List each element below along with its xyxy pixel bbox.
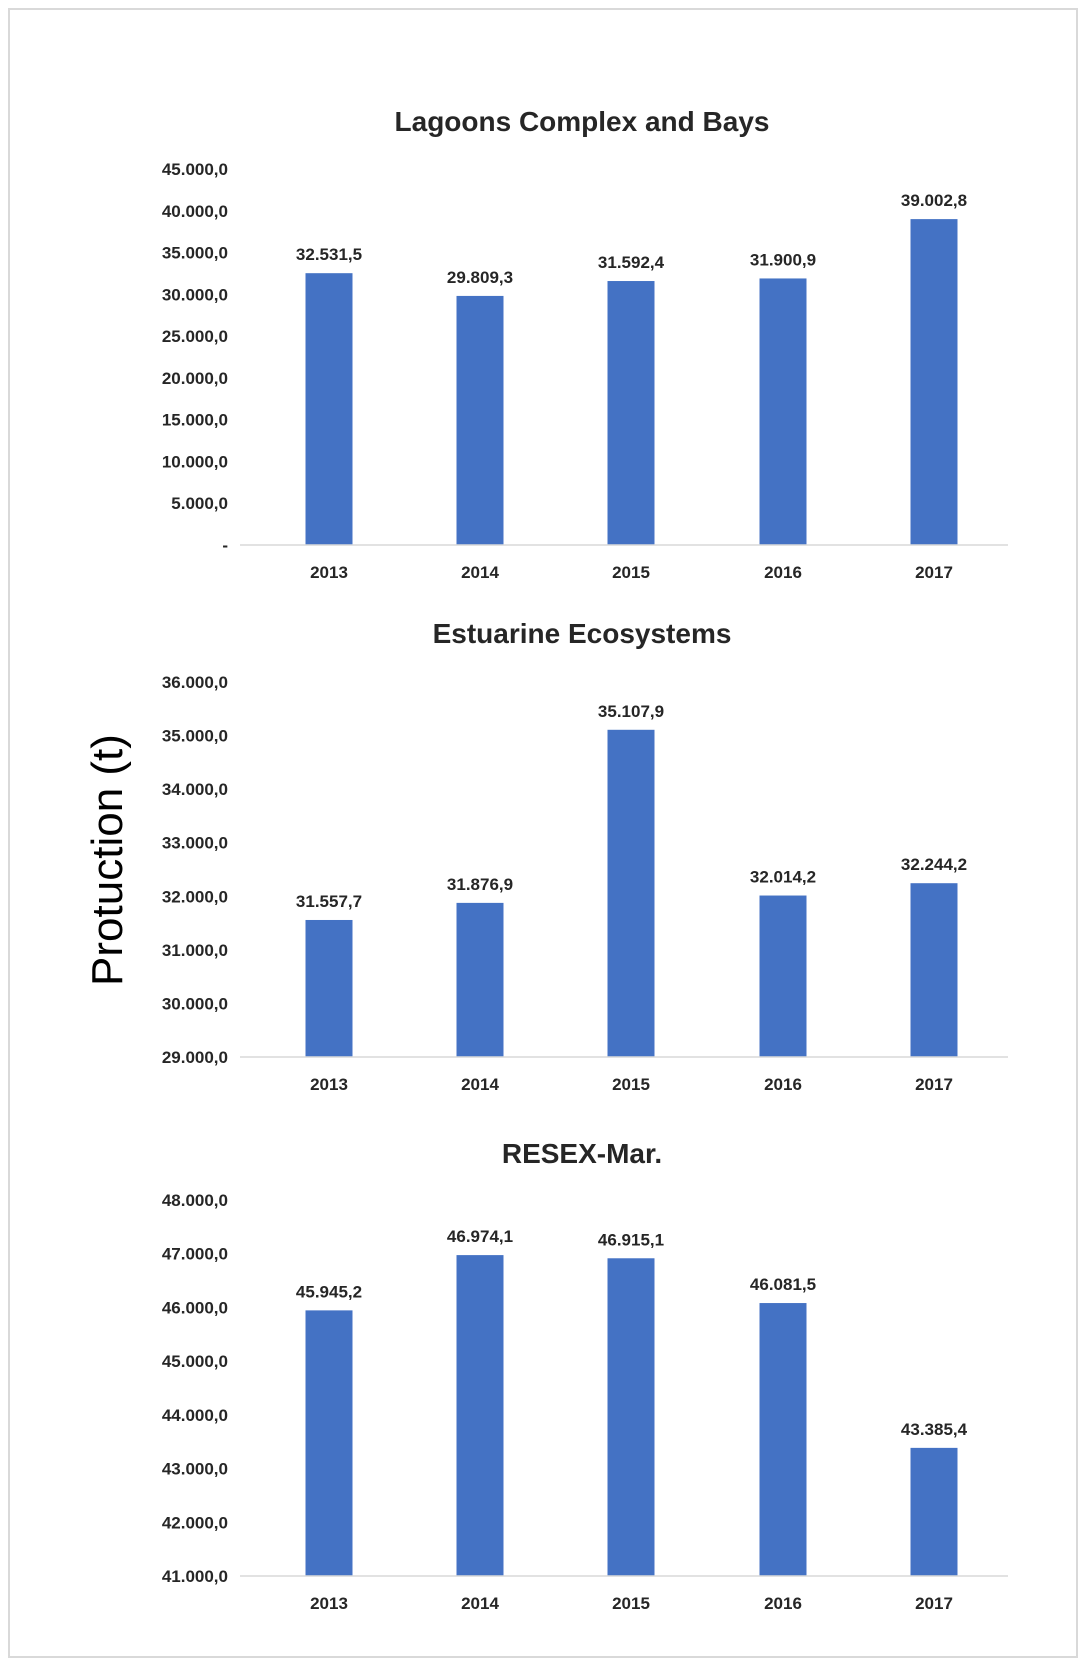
chart-3-y-tick-label: 44.000,0 [162, 1406, 228, 1425]
chart-1-x-tick-label: 2013 [310, 563, 348, 582]
chart-3-x-tick-label: 2015 [612, 1594, 650, 1613]
chart-3-bar-2015 [607, 1258, 655, 1576]
chart-1-y-tick-label: 20.000,0 [162, 369, 228, 388]
chart-2-data-label-2015: 35.107,9 [598, 702, 664, 721]
chart-1-y-tick-label: 25.000,0 [162, 327, 228, 346]
chart-2-data-label-2017: 32.244,2 [901, 855, 967, 874]
chart-3-x-tick-label: 2013 [310, 1594, 348, 1613]
chart-2-bar-2017 [910, 883, 958, 1057]
chart-2-bar-2014 [456, 902, 504, 1057]
chart-1-bar-2015 [607, 281, 655, 545]
chart-2-bar-2016 [759, 895, 807, 1057]
figure-frame [8, 8, 1078, 1658]
chart-2-x-tick-label: 2017 [915, 1075, 953, 1094]
chart-3-y-tick-label: 43.000,0 [162, 1460, 228, 1479]
chart-2-data-label-2014: 31.876,9 [447, 875, 513, 894]
chart-2-y-tick-label: 29.000,0 [162, 1048, 228, 1067]
chart-1-bar-2014 [456, 295, 504, 545]
chart-2-y-tick-label: 34.000,0 [162, 780, 228, 799]
chart-1-y-tick-label: 10.000,0 [162, 452, 228, 471]
y-axis-title: Protuction (t) [83, 734, 132, 986]
chart-1-y-tick-label: 5.000,0 [171, 494, 228, 513]
chart-2-y-tick-label: 33.000,0 [162, 834, 228, 853]
chart-3-y-tick-label: 48.000,0 [162, 1191, 228, 1210]
chart-3-x-tick-label: 2016 [764, 1594, 802, 1613]
chart-1-title: Lagoons Complex and Bays [395, 106, 770, 137]
chart-2-x-tick-label: 2013 [310, 1075, 348, 1094]
chart-2-y-tick-label: 36.000,0 [162, 673, 228, 692]
chart-1-x-tick-label: 2017 [915, 563, 953, 582]
chart-3-data-label-2016: 46.081,5 [750, 1275, 816, 1294]
chart-1-bar-2013 [305, 273, 353, 545]
chart-1-y-tick-label: - [222, 536, 228, 555]
chart-1-x-tick-label: 2014 [461, 563, 499, 582]
chart-3-bar-2014 [456, 1255, 504, 1576]
chart-2-data-label-2013: 31.557,7 [296, 892, 362, 911]
chart-1-y-tick-label: 30.000,0 [162, 285, 228, 304]
chart-3-title: RESEX-Mar. [502, 1138, 662, 1169]
chart-1-data-label-2013: 32.531,5 [296, 245, 362, 264]
chart-1-bar-2016 [759, 278, 807, 545]
chart-2-data-label-2016: 32.014,2 [750, 868, 816, 887]
chart-2-title: Estuarine Ecosystems [433, 618, 732, 649]
chart-2-bar-2015 [607, 729, 655, 1057]
chart-1-x-tick-label: 2015 [612, 563, 650, 582]
chart-1-y-tick-label: 15.000,0 [162, 411, 228, 430]
chart-2-y-tick-label: 30.000,0 [162, 994, 228, 1013]
chart-3-data-label-2015: 46.915,1 [598, 1230, 664, 1249]
chart-3-y-tick-label: 46.000,0 [162, 1298, 228, 1317]
chart-1-y-tick-label: 35.000,0 [162, 244, 228, 263]
chart-3-y-tick-label: 45.000,0 [162, 1352, 228, 1371]
chart-3-bar-2016 [759, 1303, 807, 1576]
chart-3-x-tick-label: 2014 [461, 1594, 499, 1613]
chart-2-bar-2013 [305, 919, 353, 1057]
chart-3-bar-2017 [910, 1447, 958, 1576]
chart-3-x-tick-label: 2017 [915, 1594, 953, 1613]
chart-2-x-tick-label: 2014 [461, 1075, 499, 1094]
chart-1-data-label-2017: 39.002,8 [901, 191, 967, 210]
chart-1-data-label-2014: 29.809,3 [447, 268, 513, 287]
chart-1-x-tick-label: 2016 [764, 563, 802, 582]
chart-3-data-label-2014: 46.974,1 [447, 1227, 513, 1246]
chart-3-bar-2013 [305, 1310, 353, 1576]
chart-3-y-tick-label: 42.000,0 [162, 1513, 228, 1532]
chart-2-x-tick-label: 2016 [764, 1075, 802, 1094]
chart-3-data-label-2017: 43.385,4 [901, 1420, 968, 1439]
chart-1-y-tick-label: 45.000,0 [162, 160, 228, 179]
chart-1-bar-2017 [910, 219, 958, 546]
chart-1-data-label-2015: 31.592,4 [598, 253, 665, 272]
chart-2-x-tick-label: 2015 [612, 1075, 650, 1094]
chart-2-y-tick-label: 35.000,0 [162, 727, 228, 746]
chart-1-data-label-2016: 31.900,9 [750, 250, 816, 269]
chart-1-y-tick-label: 40.000,0 [162, 202, 228, 221]
chart-2-y-tick-label: 31.000,0 [162, 941, 228, 960]
chart-3-y-tick-label: 41.000,0 [162, 1567, 228, 1586]
chart-3-data-label-2013: 45.945,2 [296, 1282, 362, 1301]
chart-3-y-tick-label: 47.000,0 [162, 1245, 228, 1264]
chart-2-y-tick-label: 32.000,0 [162, 887, 228, 906]
